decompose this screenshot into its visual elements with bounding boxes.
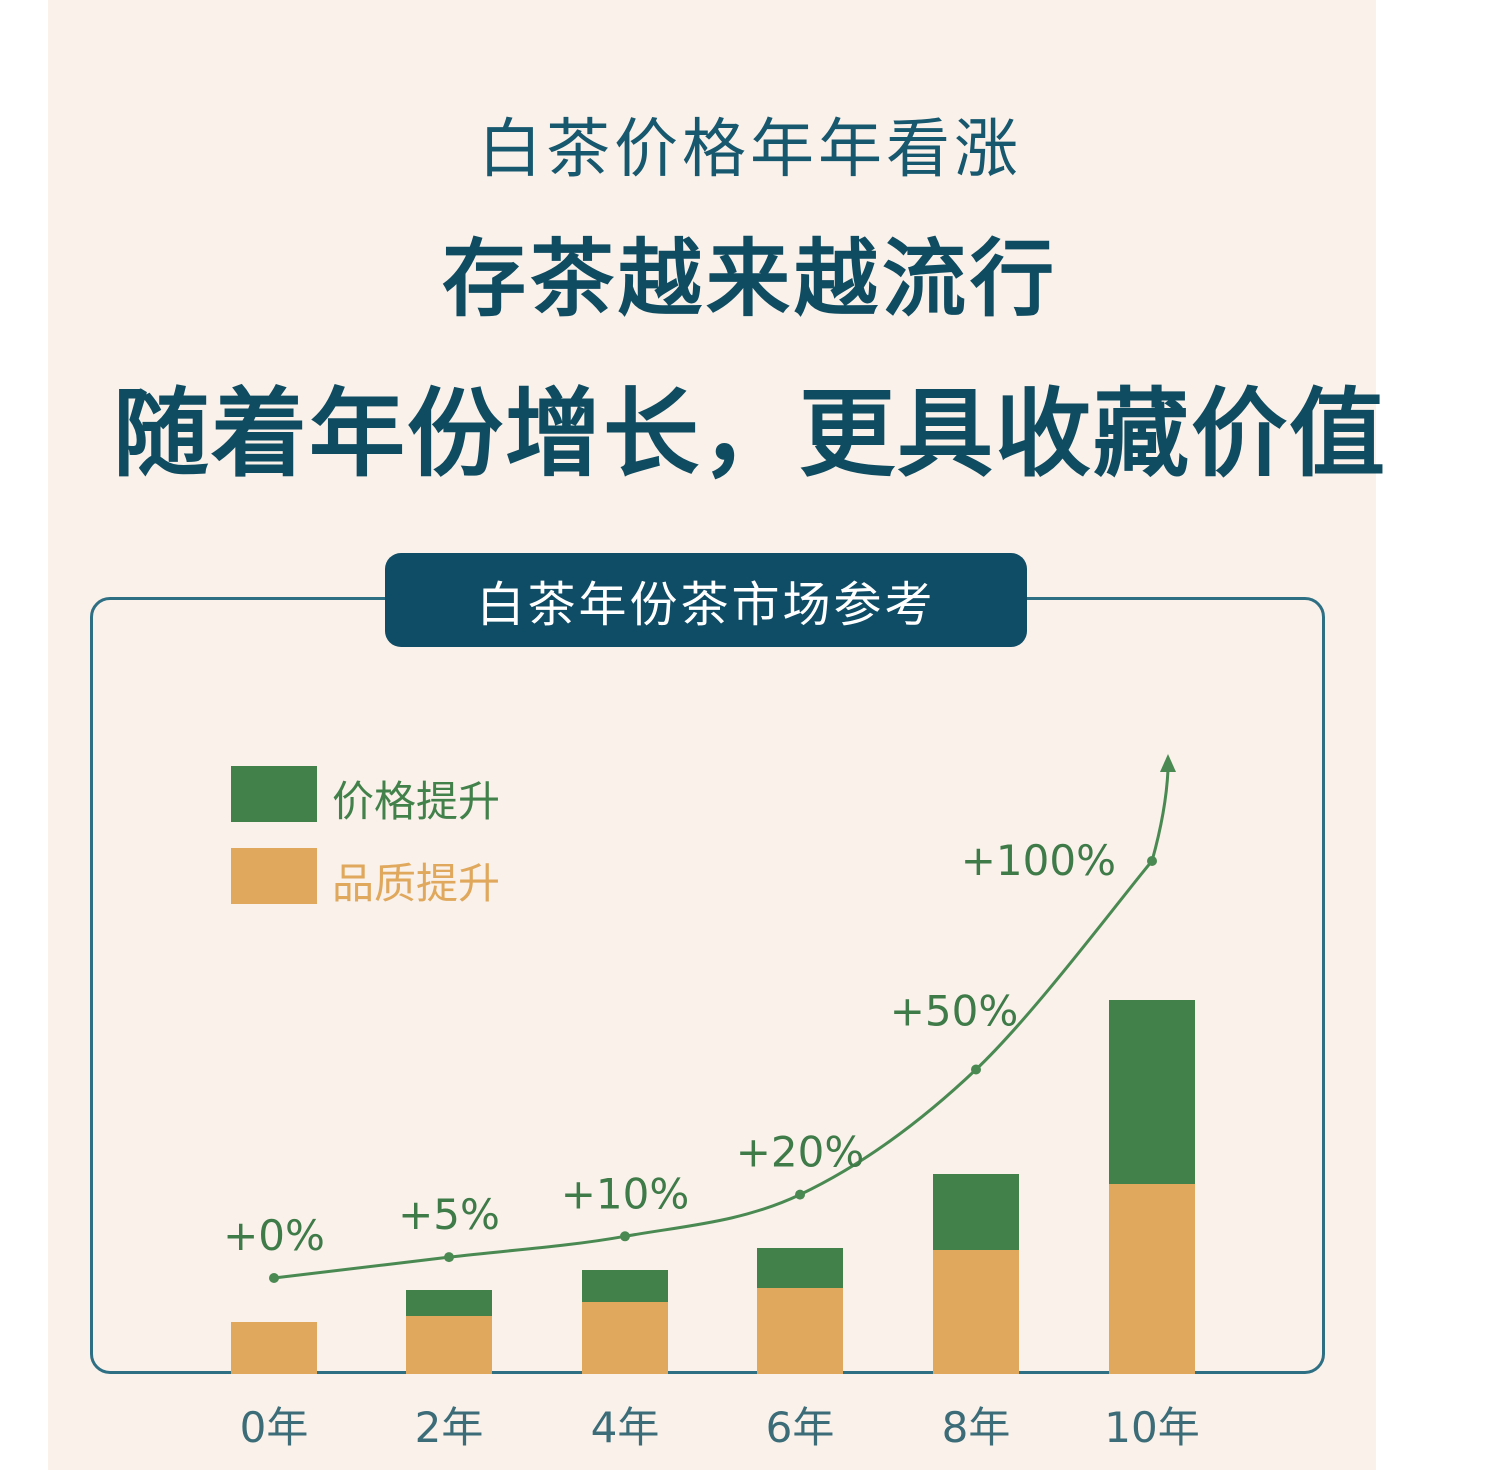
bar-quality-3 bbox=[757, 1288, 843, 1374]
bar-price-2 bbox=[582, 1270, 668, 1302]
legend-swatch-price bbox=[231, 766, 317, 822]
bar-quality-5 bbox=[1109, 1184, 1195, 1374]
trend-value-label: +5% bbox=[398, 1190, 500, 1239]
bar-price-4 bbox=[933, 1174, 1019, 1250]
chart-title: 白茶年份茶市场参考 bbox=[385, 553, 1027, 647]
x-tick-label: 4年 bbox=[591, 1403, 660, 1452]
trend-point bbox=[444, 1252, 454, 1263]
trend-value-label: +50% bbox=[890, 987, 1019, 1036]
x-tick-label: 6年 bbox=[766, 1403, 835, 1452]
trend-arrow-head bbox=[1160, 754, 1176, 772]
x-tick-label: 8年 bbox=[942, 1403, 1011, 1452]
trend-value-label: +10% bbox=[561, 1169, 690, 1218]
legend-swatch-quality bbox=[231, 848, 317, 904]
trend-point bbox=[795, 1189, 805, 1200]
bar-quality-4 bbox=[933, 1250, 1019, 1374]
headline-line-3: 随着年份增长，更具收藏价值 bbox=[113, 378, 1387, 490]
x-tick-label: 2年 bbox=[415, 1403, 484, 1452]
bar-price-3 bbox=[757, 1248, 843, 1288]
trend-point bbox=[620, 1231, 630, 1242]
bar-quality-0 bbox=[231, 1322, 317, 1374]
bar-quality-1 bbox=[406, 1316, 492, 1374]
trend-point bbox=[971, 1064, 981, 1075]
legend-label-quality: 品质提升 bbox=[332, 859, 501, 908]
x-tick-label: 10年 bbox=[1104, 1403, 1199, 1452]
headline-line-1: 白茶价格年年看涨 bbox=[478, 113, 1022, 187]
trend-value-label: +20% bbox=[736, 1128, 865, 1177]
trend-point bbox=[269, 1273, 279, 1283]
bar-price-5 bbox=[1109, 1000, 1195, 1184]
trend-point bbox=[1147, 856, 1157, 866]
bar-price-1 bbox=[406, 1290, 492, 1316]
legend-label-price: 价格提升 bbox=[332, 777, 501, 826]
headline-line-2: 存茶越来越流行 bbox=[441, 230, 1058, 328]
x-tick-label: 0年 bbox=[240, 1403, 309, 1452]
trend-value-label: +100% bbox=[961, 836, 1116, 885]
trend-value-label: +0% bbox=[223, 1211, 325, 1260]
bar-quality-2 bbox=[582, 1302, 668, 1374]
